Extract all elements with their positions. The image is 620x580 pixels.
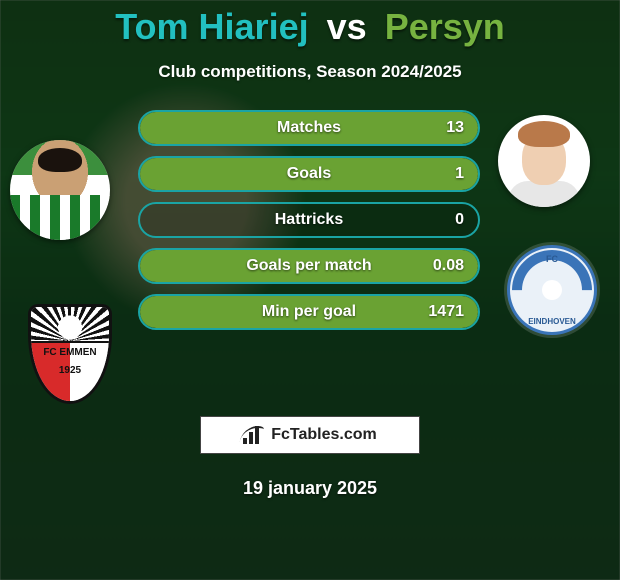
stat-label: Hattricks [275, 211, 343, 229]
page-root: Tom Hiariej vs Persyn Club competitions,… [0, 0, 620, 580]
content: Tom Hiariej vs Persyn Club competitions,… [0, 4, 620, 499]
stats-list: Matches 13 Goals 1 Hattricks 0 Goals per match… [138, 110, 480, 330]
club-text-bottom: EINDHOVEN [510, 317, 594, 326]
club-name-label: FC EMMEN [31, 347, 109, 358]
avatar-hair [38, 148, 82, 172]
ring-icon: FC EINDHOVEN [507, 245, 597, 335]
player1-avatar [10, 140, 110, 240]
title-player2: Persyn [385, 6, 505, 47]
player2-club-badge: FC EINDHOVEN [504, 242, 600, 338]
stat-pill: Min per goal 1471 [138, 294, 480, 330]
stat-label: Goals per match [246, 257, 371, 275]
page-title: Tom Hiariej vs Persyn [115, 6, 505, 48]
stat-value-right: 0 [455, 211, 464, 229]
stat-pill: Goals 1 [138, 156, 480, 192]
player1-club-badge: FC EMMEN 1925 [16, 300, 124, 408]
stat-pill: Hattricks 0 [138, 202, 480, 238]
stat-pill: Matches 13 [138, 110, 480, 146]
title-player1: Tom Hiariej [115, 6, 308, 47]
brand-text: FcTables.com [271, 426, 377, 444]
avatar-stripes [10, 195, 110, 240]
avatar-hair [518, 121, 570, 147]
stat-value-right: 1 [455, 165, 464, 183]
stat-pill: Goals per match 0.08 [138, 248, 480, 284]
date-label: 19 january 2025 [243, 478, 377, 499]
subtitle: Club competitions, Season 2024/2025 [158, 62, 461, 82]
comparison-area: FC EMMEN 1925 FC EINDHOVEN Matches 13 Goal… [0, 110, 620, 410]
stat-value-right: 0.08 [433, 257, 464, 275]
title-vs: vs [327, 6, 367, 47]
branding-box: FcTables.com [200, 416, 420, 454]
stat-label: Matches [277, 119, 341, 137]
bar-chart-icon [243, 426, 265, 444]
stat-value-right: 1471 [428, 303, 464, 321]
player2-avatar [498, 115, 590, 207]
club-year-label: 1925 [31, 365, 109, 376]
stat-value-right: 13 [446, 119, 464, 137]
stat-label: Min per goal [262, 303, 356, 321]
stat-label: Goals [287, 165, 331, 183]
club-text-top: FC [510, 254, 594, 264]
shield-icon: FC EMMEN 1925 [28, 304, 112, 404]
